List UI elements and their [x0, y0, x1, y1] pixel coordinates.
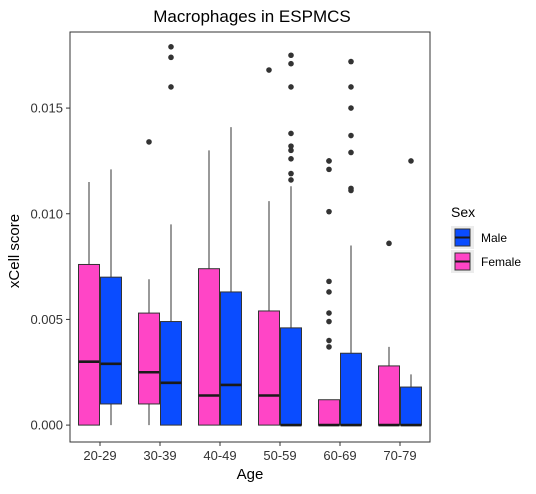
y-axis-label: xCell score	[6, 214, 23, 288]
box	[400, 386, 422, 426]
y-axis: 0.000 0.005 0.010 0.015	[30, 101, 70, 433]
legend-entry-male: Male	[451, 226, 507, 249]
outlier-point	[348, 132, 354, 139]
outlier-point	[326, 344, 332, 350]
outlier-point	[326, 166, 332, 173]
chart-title: Macrophages in ESPMCS	[153, 7, 350, 26]
outlier-point	[168, 84, 174, 90]
legend-label: Male	[481, 231, 507, 245]
outlier-point	[288, 52, 294, 59]
outlier-point	[326, 278, 332, 285]
box-group-female-40-49	[198, 150, 220, 426]
box-group-male-50-59	[280, 52, 302, 427]
y-tick-label: 0.005	[30, 312, 63, 327]
outlier-point	[326, 158, 332, 164]
box	[378, 365, 400, 426]
box-group-male-30-39	[160, 43, 182, 426]
box	[160, 321, 182, 426]
box-group-female-20-29	[78, 182, 100, 426]
outlier-point	[348, 105, 354, 111]
box-group-female-70-79	[378, 240, 400, 427]
outlier-point	[168, 54, 174, 61]
outlier-point	[266, 67, 272, 73]
legend-entries: Male Female	[451, 226, 521, 273]
x-axis-label: Age	[237, 466, 264, 483]
outlier-point	[288, 177, 294, 183]
outlier-point	[348, 185, 354, 192]
x-tick-label: 60-69	[323, 448, 356, 463]
x-tick-label: 50-59	[263, 448, 296, 463]
box-group-male-60-69	[340, 58, 362, 427]
outlier-point	[288, 147, 294, 154]
box	[78, 263, 100, 426]
box-group-female-50-59	[258, 67, 280, 426]
outlier-point	[408, 158, 414, 164]
y-tick-label: 0.010	[30, 206, 63, 221]
box	[198, 268, 220, 426]
box-group-male-20-29	[100, 169, 122, 426]
legend-entry-female: Female	[451, 250, 521, 273]
box	[220, 291, 242, 426]
outlier-point	[326, 289, 332, 295]
box	[138, 312, 160, 405]
outlier-point	[168, 43, 174, 50]
outlier-point	[348, 58, 354, 65]
outlier-point	[326, 337, 332, 344]
outlier-point	[386, 240, 392, 247]
box	[258, 310, 280, 426]
box	[100, 276, 122, 405]
box-group-female-60-69	[318, 158, 340, 427]
outlier-point	[288, 84, 294, 90]
x-tick-label: 70-79	[383, 448, 416, 463]
outlier-point	[348, 149, 354, 156]
outlier-point	[288, 170, 294, 177]
legend-label: Female	[481, 255, 521, 269]
outlier-point	[288, 60, 294, 67]
outlier-point	[146, 139, 152, 145]
outlier-point	[326, 310, 332, 316]
outlier-point	[326, 208, 332, 215]
box	[318, 399, 340, 426]
legend: Sex Male Female	[451, 204, 521, 273]
y-tick-label: 0.000	[30, 418, 63, 433]
plot-panel	[69, 31, 431, 443]
box-group-male-70-79	[400, 158, 422, 427]
outlier-point	[348, 84, 354, 90]
plot-marks	[78, 43, 422, 427]
y-tick-label: 0.015	[30, 101, 63, 116]
x-axis: 20-29 30-39 40-49 50-59 60-69 70-79	[83, 442, 417, 463]
box	[340, 352, 362, 426]
legend-title: Sex	[451, 204, 475, 220]
outlier-point	[288, 156, 294, 162]
outlier-point	[288, 143, 294, 149]
box-group-female-30-39	[138, 139, 160, 426]
x-tick-label: 40-49	[203, 448, 236, 463]
box-group-male-40-49	[220, 127, 242, 426]
outlier-point	[326, 318, 332, 325]
x-tick-label: 20-29	[83, 448, 116, 463]
x-tick-label: 30-39	[143, 448, 176, 463]
box	[280, 327, 302, 426]
outlier-point	[288, 130, 294, 137]
